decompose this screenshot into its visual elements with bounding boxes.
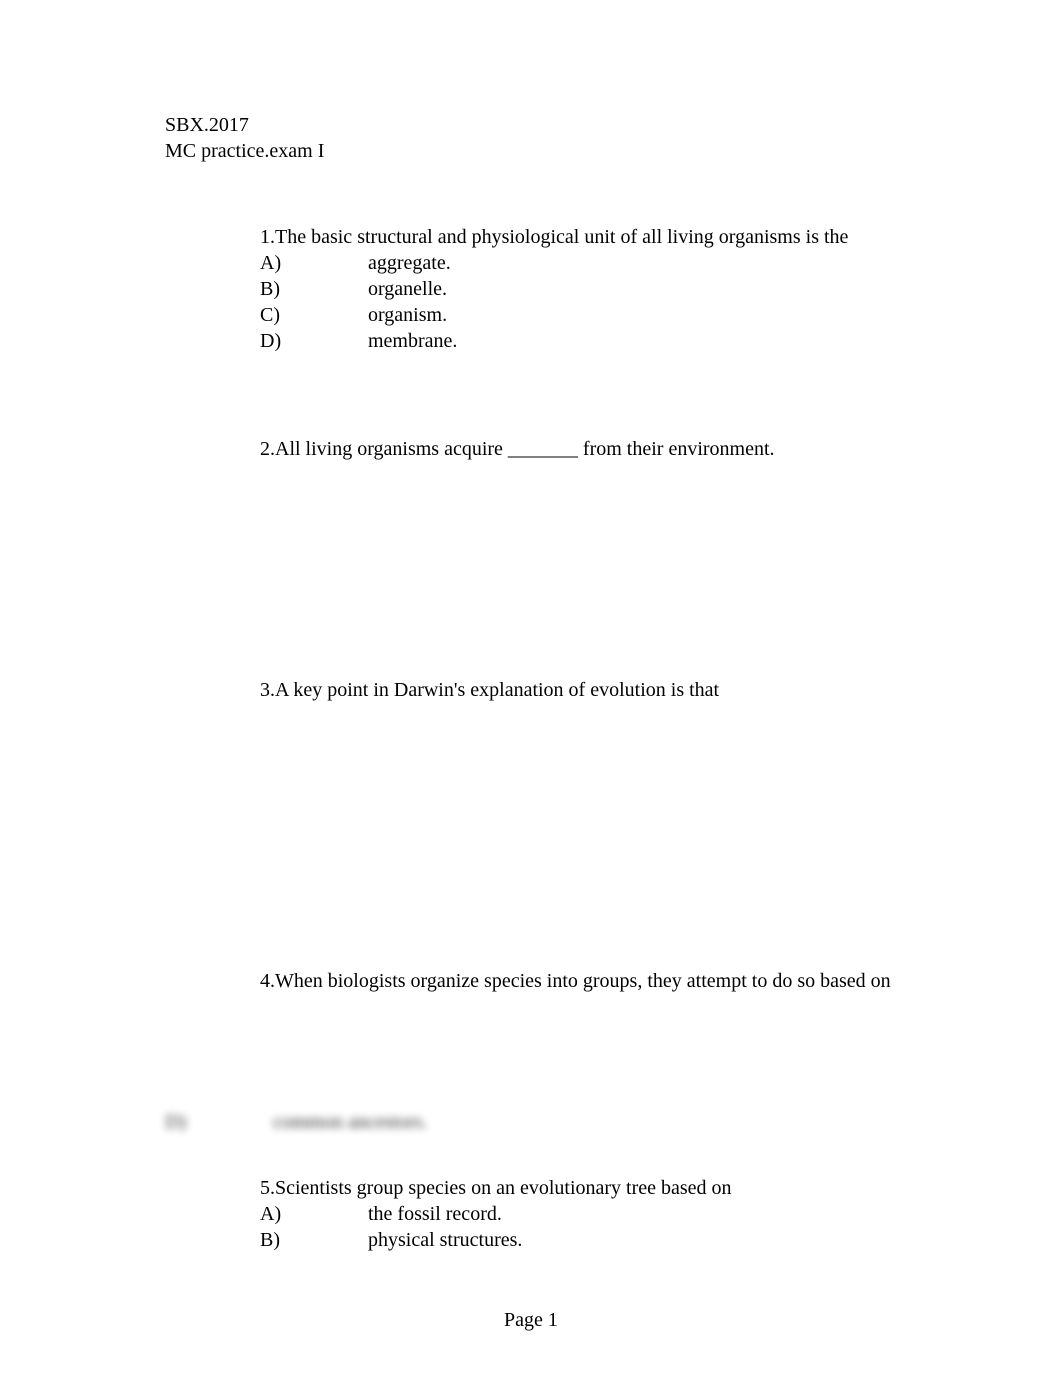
option-letter: A) — [260, 250, 368, 276]
option-text: the fossil record. — [368, 1201, 897, 1227]
document-header: SBX.2017 MC practice.exam I — [165, 112, 897, 164]
question-2-text: 2.All living organisms acquire _______ f… — [260, 436, 897, 462]
option-letter: B) — [260, 276, 368, 302]
option-letter: D) — [165, 1109, 273, 1135]
option-letter: C) — [260, 302, 368, 328]
question-3: 3.A key point in Darwin's explanation of… — [260, 677, 897, 703]
header-line-1: SBX.2017 — [165, 112, 897, 138]
blurred-option-row: D) common ancestors. — [165, 1109, 897, 1135]
question-1-text: 1.The basic structural and physiological… — [260, 224, 897, 250]
question-4: 4.When biologists organize species into … — [260, 968, 897, 994]
question-3-text: 3.A key point in Darwin's explanation of… — [260, 677, 897, 703]
option-text: physical structures. — [368, 1227, 897, 1253]
option-text: organelle. — [368, 276, 897, 302]
option-text: common ancestors. — [273, 1109, 897, 1135]
question-1-option-d: D) membrane. — [260, 328, 897, 354]
option-letter: D) — [260, 328, 368, 354]
option-text: membrane. — [368, 328, 897, 354]
question-5: 5.Scientists group species on an evoluti… — [260, 1175, 897, 1253]
question-5-option-a: A) the fossil record. — [260, 1201, 897, 1227]
question-4-text: 4.When biologists organize species into … — [260, 968, 897, 994]
option-text: organism. — [368, 302, 897, 328]
question-1-option-b: B) organelle. — [260, 276, 897, 302]
question-5-text: 5.Scientists group species on an evoluti… — [260, 1175, 897, 1201]
option-letter: A) — [260, 1201, 368, 1227]
question-1-option-c: C) organism. — [260, 302, 897, 328]
question-2: 2.All living organisms acquire _______ f… — [260, 436, 897, 462]
option-text: aggregate. — [368, 250, 897, 276]
question-5-option-b: B) physical structures. — [260, 1227, 897, 1253]
header-line-2: MC practice.exam I — [165, 138, 897, 164]
page-number: Page 1 — [0, 1309, 1062, 1332]
question-1-option-a: A) aggregate. — [260, 250, 897, 276]
question-1: 1.The basic structural and physiological… — [260, 224, 897, 354]
blurred-option: D) common ancestors. — [165, 1109, 897, 1135]
option-letter: B) — [260, 1227, 368, 1253]
